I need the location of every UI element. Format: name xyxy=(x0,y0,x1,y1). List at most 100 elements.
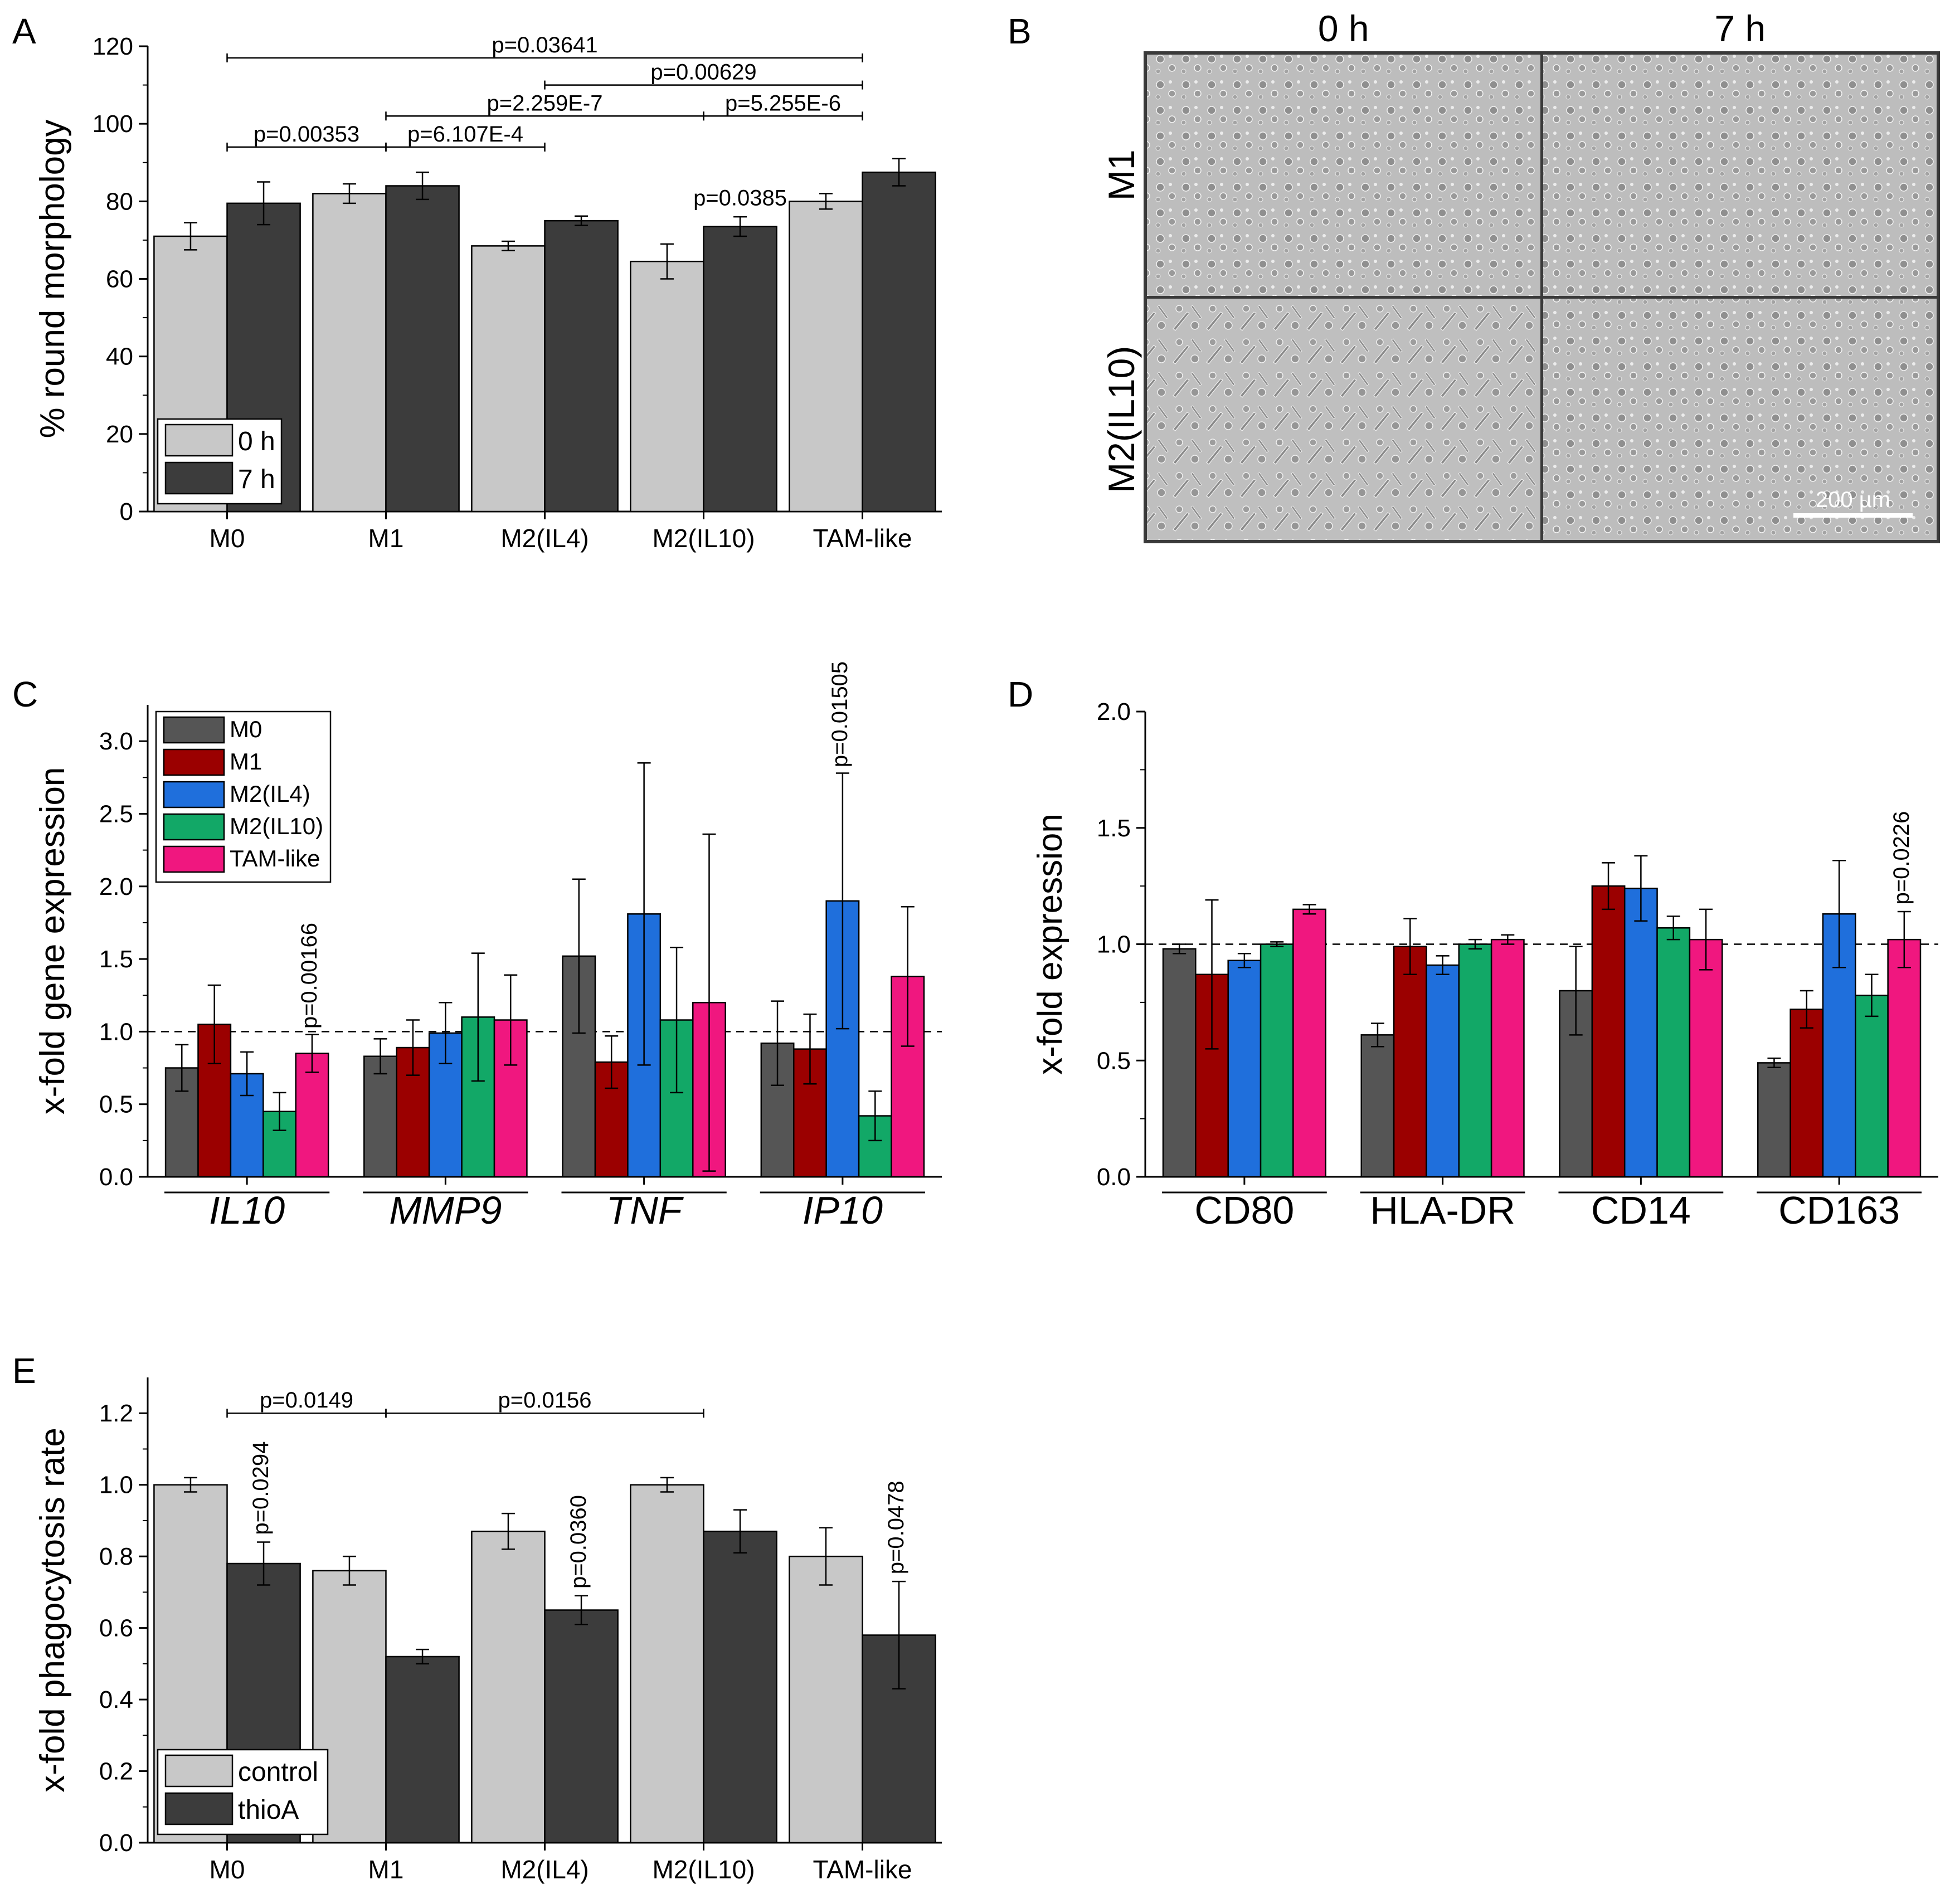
micrograph-m2il10-0h xyxy=(1145,297,1542,542)
x-tick-label: CD14 xyxy=(1591,1189,1691,1232)
legend-swatch xyxy=(164,1754,234,1788)
p-value-label: p=0.00166 xyxy=(297,923,322,1029)
bar xyxy=(544,1609,619,1844)
bar xyxy=(1490,938,1525,1178)
bar xyxy=(1458,943,1492,1178)
x-tick-label: M0 xyxy=(210,1855,245,1884)
bar xyxy=(862,171,936,513)
column-label: 0 h xyxy=(1318,8,1369,49)
p-value-label: p=0.01505 xyxy=(828,661,852,767)
x-tick-label: CD80 xyxy=(1194,1189,1294,1232)
legend-swatch xyxy=(164,1792,234,1825)
legend-swatch xyxy=(163,716,225,744)
bar xyxy=(1789,1009,1824,1178)
y-tick-label: 2.0 xyxy=(1097,698,1131,725)
legend-label: M2(IL10) xyxy=(230,813,323,839)
bar xyxy=(1656,927,1691,1178)
y-tick-label: 1.2 xyxy=(99,1400,133,1427)
y-axis-label: x-fold phagocytosis rate xyxy=(33,1428,72,1793)
bar xyxy=(630,260,704,513)
legend-label: control xyxy=(238,1757,318,1787)
column-label: 7 h xyxy=(1714,8,1766,49)
y-tick-label: 0.2 xyxy=(99,1758,133,1785)
panel-label-d: D xyxy=(1008,674,1033,714)
x-tick-label: TNF xyxy=(606,1189,684,1232)
bar xyxy=(1260,943,1294,1178)
panel-b: 0 h 7 h M1 M2(IL10) 200 µm xyxy=(1101,8,1940,543)
bar xyxy=(1757,1062,1791,1178)
p-value-label: p=0.0294 xyxy=(249,1442,273,1535)
x-tick-label: M2(IL4) xyxy=(500,524,589,553)
x-tick-label: IP10 xyxy=(803,1189,883,1232)
micrograph-m1-7h xyxy=(1541,53,1938,298)
bar xyxy=(295,1053,329,1178)
x-tick-label: TAM-like xyxy=(813,524,912,553)
panel-c: 0.0 0.5 1.0 1.5 2.0 2.5 3.0 x-fold gene express… xyxy=(33,661,942,1232)
y-tick-label: 0.5 xyxy=(99,1091,133,1118)
y-tick-label: 1.0 xyxy=(99,1472,133,1499)
y-tick-label: 80 xyxy=(106,188,133,215)
micrograph-m2il10-7h xyxy=(1541,297,1938,542)
bar xyxy=(630,1484,704,1844)
panel-label-b: B xyxy=(1008,11,1032,51)
bar xyxy=(1887,938,1922,1178)
bar xyxy=(544,220,619,513)
p-value-label: p=6.107E-4 xyxy=(407,122,523,147)
x-tick-label: M1 xyxy=(368,524,404,553)
y-tick-label: 0 xyxy=(120,498,133,525)
legend-label: 0 h xyxy=(238,427,275,456)
y-tick-label: 120 xyxy=(93,33,133,60)
bar xyxy=(1162,948,1197,1178)
p-value-label: p=0.0156 xyxy=(498,1388,592,1413)
bar xyxy=(1591,885,1626,1178)
bar xyxy=(1689,938,1723,1178)
legend-swatch xyxy=(164,423,234,457)
x-tick-label: M2(IL10) xyxy=(652,524,755,553)
bar xyxy=(703,226,777,513)
legend-swatch xyxy=(163,813,225,841)
scale-bar-label: 200 µm xyxy=(1816,488,1890,512)
bar xyxy=(385,1655,460,1844)
x-tick-label: TAM-like xyxy=(813,1855,912,1884)
y-tick-label: 0.5 xyxy=(1097,1047,1131,1074)
x-tick-label: M2(IL10) xyxy=(652,1855,755,1884)
legend-swatch xyxy=(163,845,225,873)
bar xyxy=(471,245,546,513)
legend-swatch xyxy=(163,781,225,809)
bar xyxy=(1426,964,1460,1178)
bar xyxy=(789,201,863,513)
legend-label: M0 xyxy=(230,716,262,742)
panel-label-c: C xyxy=(12,674,38,714)
bar xyxy=(789,1555,863,1844)
x-tick-label: M2(IL4) xyxy=(500,1855,589,1884)
bar xyxy=(312,193,387,513)
p-value-label: p=0.0385 xyxy=(693,186,787,210)
bar xyxy=(1227,960,1262,1178)
micrograph-m1-0h xyxy=(1145,53,1542,298)
y-tick-label: 0.0 xyxy=(1097,1163,1131,1191)
y-tick-label: 0.6 xyxy=(99,1615,133,1642)
bar xyxy=(1292,908,1326,1178)
bar xyxy=(385,185,460,513)
p-value-label: p=0.00353 xyxy=(254,122,359,147)
legend-label: M2(IL4) xyxy=(230,781,310,807)
x-tick-label: MMP9 xyxy=(389,1189,502,1232)
x-tick-label: CD163 xyxy=(1778,1189,1900,1232)
y-tick-label: 1.5 xyxy=(1097,815,1131,842)
bar xyxy=(1623,888,1658,1178)
legend-label: 7 h xyxy=(238,465,275,494)
p-value-label: p=5.255E-6 xyxy=(725,91,841,115)
y-tick-label: 1.5 xyxy=(99,946,133,973)
y-tick-label: 100 xyxy=(93,110,133,138)
y-axis-label: x-fold expression xyxy=(1031,814,1069,1075)
y-tick-label: 3.0 xyxy=(99,728,133,755)
panel-e: 0.0 0.2 0.4 0.6 0.8 1.0 1.2 x-fold phagocytosis… xyxy=(33,1377,942,1884)
bar xyxy=(471,1530,546,1844)
p-value-label: p=2.259E-7 xyxy=(487,91,603,115)
legend-label: M1 xyxy=(230,748,262,775)
legend-label: thioA xyxy=(238,1795,299,1825)
x-tick-label: M0 xyxy=(210,524,245,553)
x-tick-label: M1 xyxy=(368,1855,404,1884)
x-tick-label: IL10 xyxy=(209,1189,285,1232)
